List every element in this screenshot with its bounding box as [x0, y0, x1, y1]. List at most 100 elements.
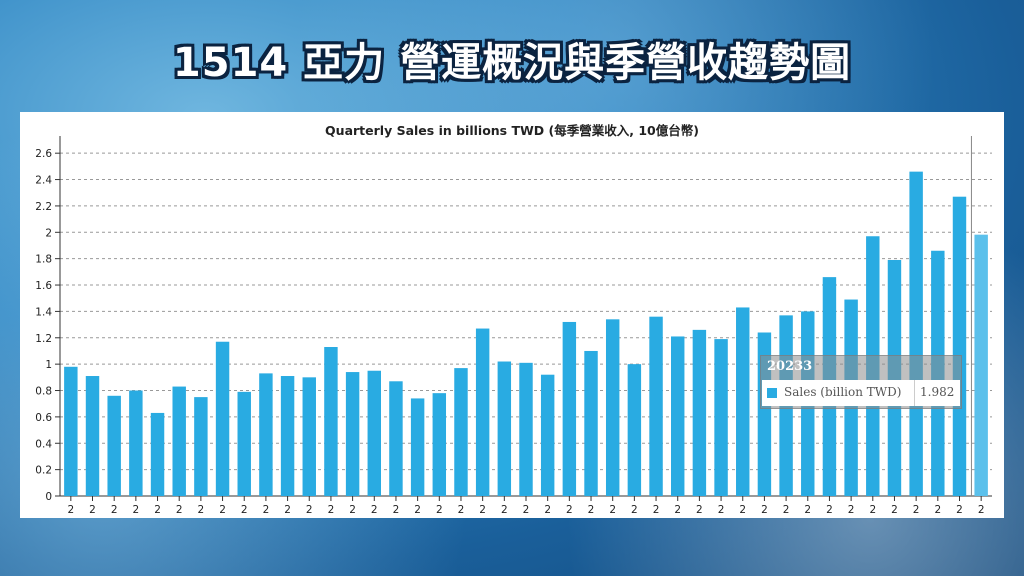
- x-tick-label: 2: [869, 504, 876, 516]
- x-tick-label: 2: [956, 504, 963, 516]
- x-tick-label: 2: [501, 504, 508, 516]
- y-tick-label: 2: [45, 227, 52, 239]
- chart-title: Quarterly Sales in billions TWD (每季營業收入,…: [325, 123, 699, 138]
- bar: [194, 397, 208, 496]
- x-tick-label: 2: [349, 504, 356, 516]
- tooltip-series-label: Sales (billion TWD): [784, 385, 902, 399]
- tooltip-value: 1.982: [920, 385, 955, 399]
- x-tick-label: 2: [458, 504, 465, 516]
- x-tick-label: 2: [674, 504, 681, 516]
- bar: [410, 398, 425, 496]
- y-tick-label: 1.4: [35, 306, 52, 318]
- bar: [475, 328, 490, 496]
- bar: [107, 395, 121, 496]
- y-tick-label: 1.8: [35, 254, 52, 266]
- bar: [497, 361, 512, 496]
- bar: [259, 373, 273, 496]
- x-tick-label: 2: [111, 504, 118, 516]
- x-tick-label: 2: [393, 504, 400, 516]
- bar: [909, 171, 923, 496]
- x-tick-label: 2: [523, 504, 530, 516]
- x-tick-label: 2: [609, 504, 616, 516]
- x-tick-label: 2: [718, 504, 725, 516]
- bar: [714, 339, 728, 496]
- y-tick-label: 0.4: [35, 438, 52, 450]
- tooltip-header: 20233: [767, 359, 813, 374]
- x-tick-label: 2: [631, 504, 638, 516]
- x-tick-label: 2: [89, 504, 96, 516]
- y-tick-label: 2.4: [35, 175, 52, 187]
- bar: [974, 234, 988, 497]
- x-tick-label: 2: [739, 504, 746, 516]
- bar: [324, 347, 338, 496]
- bar: [454, 368, 468, 496]
- bar: [540, 374, 555, 496]
- bar: [85, 376, 100, 496]
- bar: [150, 412, 165, 496]
- y-tick-label: 2.6: [35, 148, 52, 160]
- chart-panel: Quarterly Sales in billions TWD (每季營業收入,…: [20, 112, 1004, 518]
- x-tick-label: 2: [848, 504, 855, 516]
- bar: [280, 376, 295, 496]
- x-tick-label: 2: [176, 504, 183, 516]
- bar: [215, 341, 230, 496]
- y-tick-label: 1.2: [35, 333, 52, 345]
- x-tick-label: 2: [198, 504, 205, 516]
- bar: [605, 319, 620, 496]
- x-tick-label: 2: [479, 504, 486, 516]
- y-tick-label: 0.8: [35, 386, 52, 398]
- bar: [562, 321, 577, 496]
- x-tick-label: 2: [804, 504, 811, 516]
- x-tick-label: 2: [544, 504, 551, 516]
- bar: [367, 370, 381, 496]
- x-tick-label: 2: [414, 504, 421, 516]
- x-tick-label: 2: [783, 504, 790, 516]
- x-tick-label: 2: [436, 504, 443, 516]
- y-tick-label: 0.6: [35, 412, 52, 424]
- x-tick-label: 2: [761, 504, 768, 516]
- bar: [302, 377, 316, 496]
- x-tick-label: 2: [566, 504, 573, 516]
- x-tick-label: 2: [588, 504, 595, 516]
- x-tick-label: 2: [306, 504, 313, 516]
- y-tick-label: 0: [45, 491, 52, 503]
- x-tick-label: 2: [263, 504, 270, 516]
- x-tick-label: 2: [696, 504, 703, 516]
- bar: [432, 393, 447, 496]
- bar: [64, 366, 78, 496]
- bar: [736, 307, 750, 496]
- y-tick-label: 1: [45, 359, 52, 371]
- bar: [584, 350, 598, 496]
- bar: [519, 362, 533, 496]
- bar: [129, 390, 143, 496]
- bar: [345, 372, 360, 496]
- chart-tooltip: 20233 Sales (billion TWD) 1.982: [760, 355, 962, 409]
- x-tick-label: 2: [241, 504, 248, 516]
- bar-chart: 0 0.2 0.4 0.6 0.8 1 1.2 1.4 1.6 1.8 2 2.2 2.4 2.6 2 2 2 2…: [35, 136, 992, 516]
- x-tick-label: 2: [826, 504, 833, 516]
- bar: [649, 316, 663, 496]
- bar: [692, 329, 707, 496]
- bar: [627, 364, 642, 496]
- x-tick-label: 2: [653, 504, 660, 516]
- tooltip-row: Sales (billion TWD) 1.982: [762, 380, 960, 406]
- bar: [671, 336, 685, 496]
- tooltip-divider: [914, 380, 915, 406]
- x-tick-label: 2: [891, 504, 898, 516]
- x-tick-label: 2: [154, 504, 161, 516]
- bar: [172, 386, 186, 496]
- x-tick-label: 2: [934, 504, 941, 516]
- bar: [389, 381, 403, 496]
- x-tick-label: 2: [284, 504, 291, 516]
- x-tick-label: 2: [913, 504, 920, 516]
- y-tick-label: 2.2: [35, 201, 52, 213]
- tooltip-series-swatch: [767, 388, 777, 398]
- bar: [237, 391, 251, 496]
- y-tick-label: 1.6: [35, 280, 52, 292]
- x-tick-label: 2: [133, 504, 140, 516]
- page-title: 1514 亞力 營運概況與季營收趨勢圖: [172, 40, 852, 86]
- y-tick-label: 0.2: [35, 465, 52, 477]
- x-tick-label: 2: [328, 504, 335, 516]
- x-tick-label: 2: [978, 504, 985, 516]
- x-tick-label: 2: [219, 504, 226, 516]
